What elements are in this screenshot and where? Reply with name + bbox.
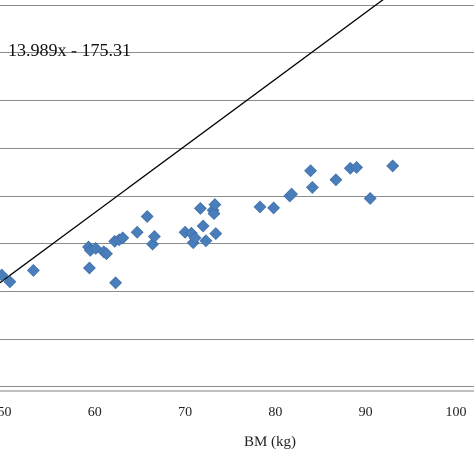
data-point-21 xyxy=(193,201,207,215)
x-tick-label-5: 100 xyxy=(445,405,466,420)
data-point-23 xyxy=(199,234,213,248)
data-point-22 xyxy=(196,219,210,233)
data-point-16 xyxy=(147,230,161,243)
data-point-3 xyxy=(82,261,96,275)
data-point-26 xyxy=(208,198,222,212)
data-points xyxy=(0,159,400,290)
data-point-28 xyxy=(253,200,267,214)
x-tick-label-3: 80 xyxy=(268,405,282,420)
data-point-32 xyxy=(304,164,318,178)
data-point-37 xyxy=(363,191,377,205)
data-point-31 xyxy=(285,187,299,201)
data-point-12 xyxy=(116,231,130,245)
gridlines xyxy=(0,5,474,387)
data-point-33 xyxy=(305,180,319,194)
data-point-2 xyxy=(26,263,40,277)
data-point-13 xyxy=(130,225,144,239)
data-point-0 xyxy=(0,268,9,282)
data-point-25 xyxy=(207,207,221,221)
x-tick-label-0: 50 xyxy=(0,405,12,420)
trendline xyxy=(0,0,384,284)
x-axis-title: BM (kg) xyxy=(244,434,296,450)
data-point-4 xyxy=(109,276,123,290)
x-tick-label-4: 90 xyxy=(359,405,373,420)
data-point-20 xyxy=(188,231,202,245)
trendline-equation: 13.989x - 175.31 xyxy=(8,40,131,60)
data-point-1 xyxy=(3,275,17,289)
data-point-14 xyxy=(140,210,154,223)
data-point-29 xyxy=(267,201,281,215)
data-point-36 xyxy=(350,160,364,174)
data-point-38 xyxy=(386,159,400,173)
x-tick-labels: 50 60 70 80 90 100 xyxy=(0,405,466,420)
data-point-9 xyxy=(100,247,113,261)
data-point-27 xyxy=(209,227,223,241)
data-point-34 xyxy=(329,173,343,187)
x-tick-label-2: 70 xyxy=(178,405,192,420)
x-tick-label-1: 60 xyxy=(88,405,102,420)
trendline-layer xyxy=(0,0,384,284)
